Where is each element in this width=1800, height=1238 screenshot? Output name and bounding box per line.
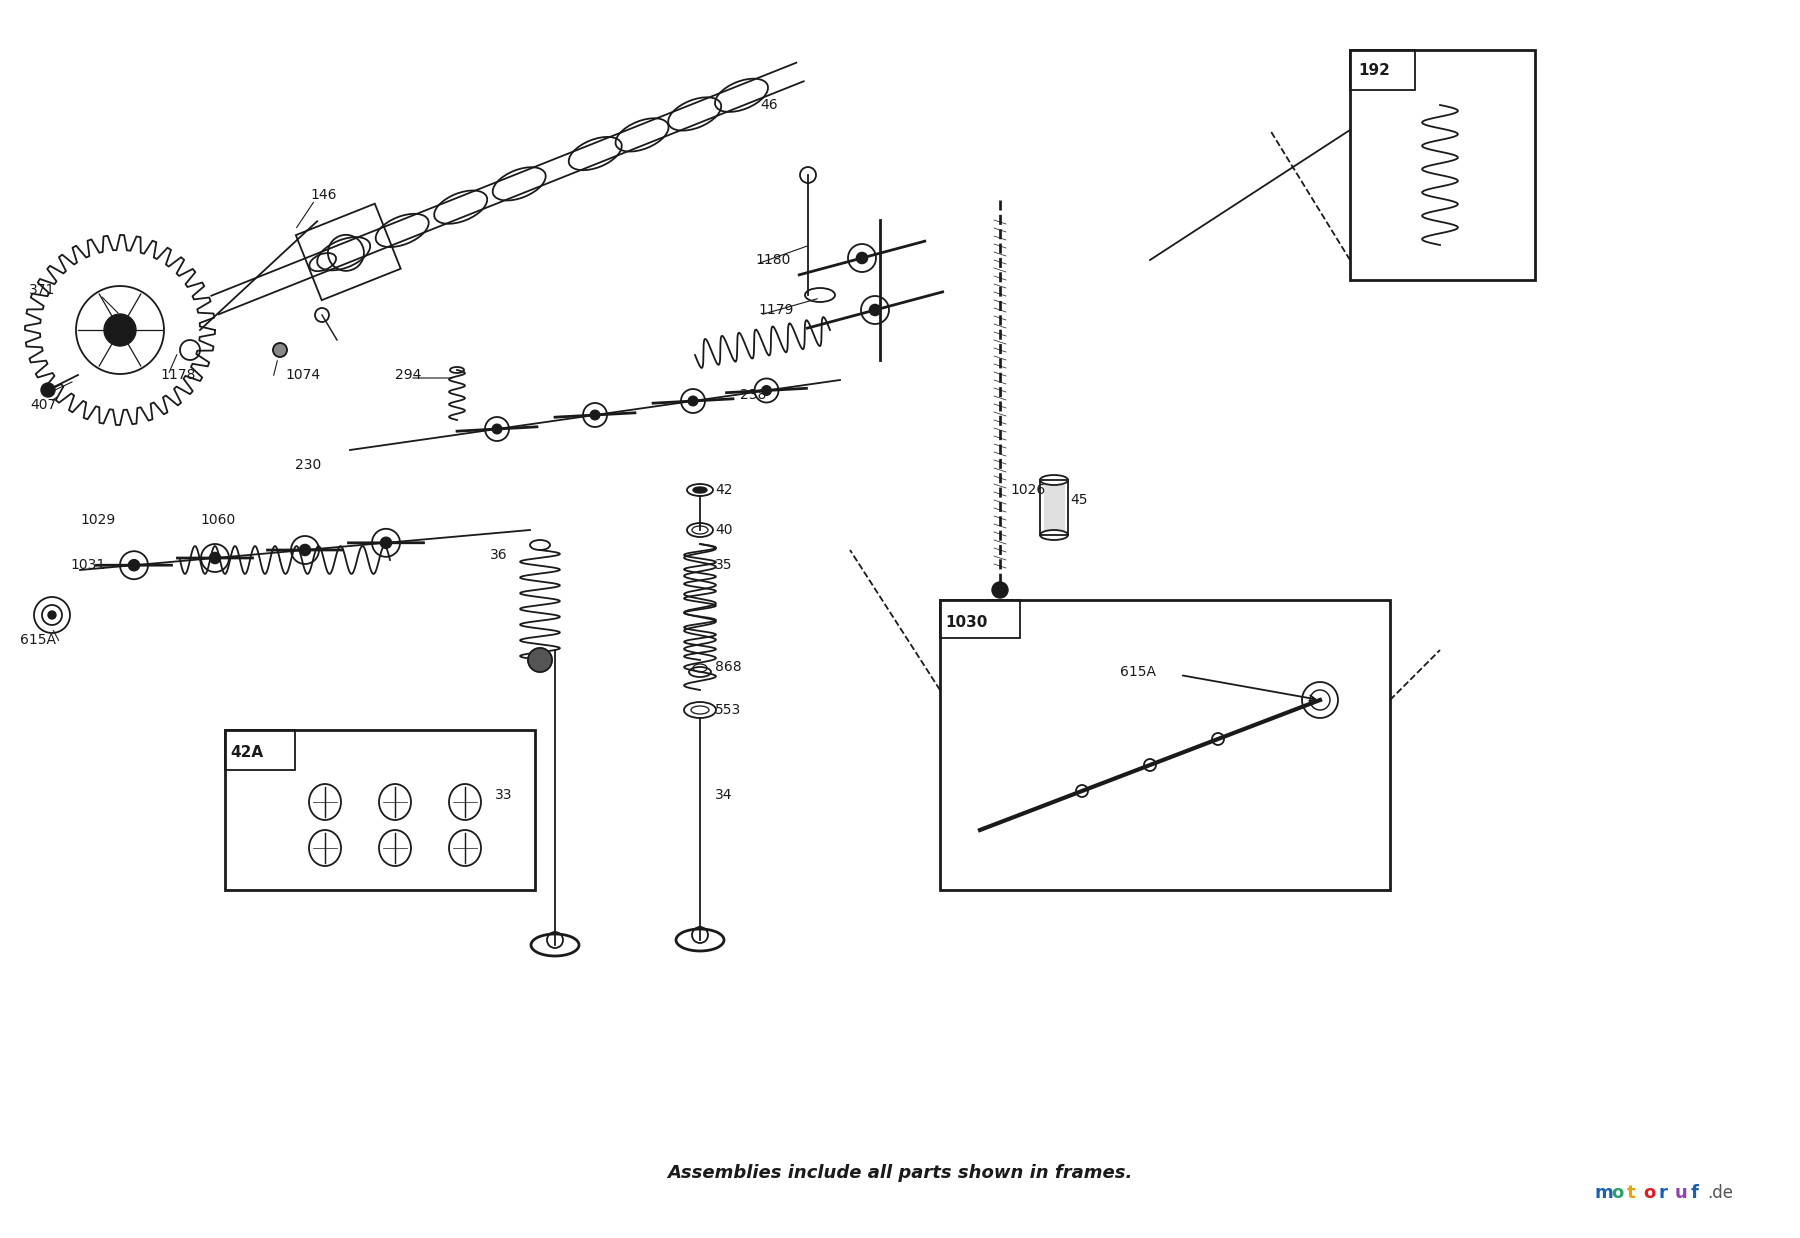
Text: 868: 868	[715, 660, 742, 673]
Text: 615A: 615A	[1120, 665, 1156, 678]
Ellipse shape	[693, 487, 707, 493]
Circle shape	[869, 305, 880, 316]
Text: 192: 192	[1357, 63, 1390, 78]
Text: 35: 35	[715, 558, 733, 572]
Text: o: o	[1643, 1184, 1656, 1202]
Circle shape	[274, 343, 286, 357]
Bar	[1040, 480, 1067, 535]
Text: 45: 45	[1069, 493, 1087, 508]
Text: 238: 238	[740, 387, 767, 402]
Text: Assemblies include all parts shown in frames.: Assemblies include all parts shown in fr…	[668, 1164, 1132, 1182]
Text: 230: 230	[295, 458, 320, 472]
Circle shape	[527, 647, 553, 672]
Text: 553: 553	[715, 703, 742, 717]
Text: 1179: 1179	[758, 303, 794, 317]
Text: t: t	[1627, 1184, 1636, 1202]
Text: 1031: 1031	[70, 558, 104, 572]
Text: 34: 34	[715, 789, 733, 802]
Text: 1178: 1178	[160, 368, 196, 383]
Circle shape	[590, 410, 599, 420]
Bar	[1350, 50, 1535, 280]
Text: 1026: 1026	[1010, 483, 1046, 496]
Circle shape	[41, 383, 56, 397]
Circle shape	[688, 396, 698, 406]
Text: 146: 146	[310, 188, 337, 202]
Text: 36: 36	[490, 548, 508, 562]
Text: o: o	[1611, 1184, 1624, 1202]
Circle shape	[857, 253, 868, 264]
Bar	[940, 600, 1021, 638]
Text: 294: 294	[394, 368, 421, 383]
Circle shape	[992, 582, 1008, 598]
Circle shape	[761, 386, 772, 395]
Circle shape	[380, 537, 392, 548]
Text: 1029: 1029	[79, 513, 115, 527]
Circle shape	[128, 560, 140, 571]
Text: 40: 40	[715, 522, 733, 537]
Text: 33: 33	[495, 789, 513, 802]
Text: 1180: 1180	[754, 253, 790, 267]
Bar	[225, 730, 535, 890]
Circle shape	[491, 425, 502, 433]
Text: m: m	[1595, 1184, 1615, 1202]
Text: 615A: 615A	[20, 633, 56, 647]
Text: 46: 46	[760, 98, 778, 111]
Circle shape	[104, 314, 137, 345]
Text: 42A: 42A	[230, 745, 263, 760]
Text: 1074: 1074	[284, 368, 320, 383]
Bar	[225, 730, 295, 770]
Text: 42: 42	[715, 483, 733, 496]
Bar	[1350, 50, 1415, 90]
Text: 407: 407	[31, 397, 56, 412]
Bar	[940, 600, 1390, 890]
Text: r: r	[1660, 1184, 1669, 1202]
Circle shape	[49, 612, 56, 619]
Circle shape	[299, 545, 311, 556]
Text: f: f	[1690, 1184, 1699, 1202]
Bar	[1044, 485, 1064, 530]
Text: .de: .de	[1706, 1184, 1733, 1202]
Text: 371: 371	[29, 284, 56, 297]
Text: u: u	[1676, 1184, 1688, 1202]
Circle shape	[209, 552, 221, 563]
Text: 1030: 1030	[945, 615, 988, 630]
Text: 1060: 1060	[200, 513, 236, 527]
